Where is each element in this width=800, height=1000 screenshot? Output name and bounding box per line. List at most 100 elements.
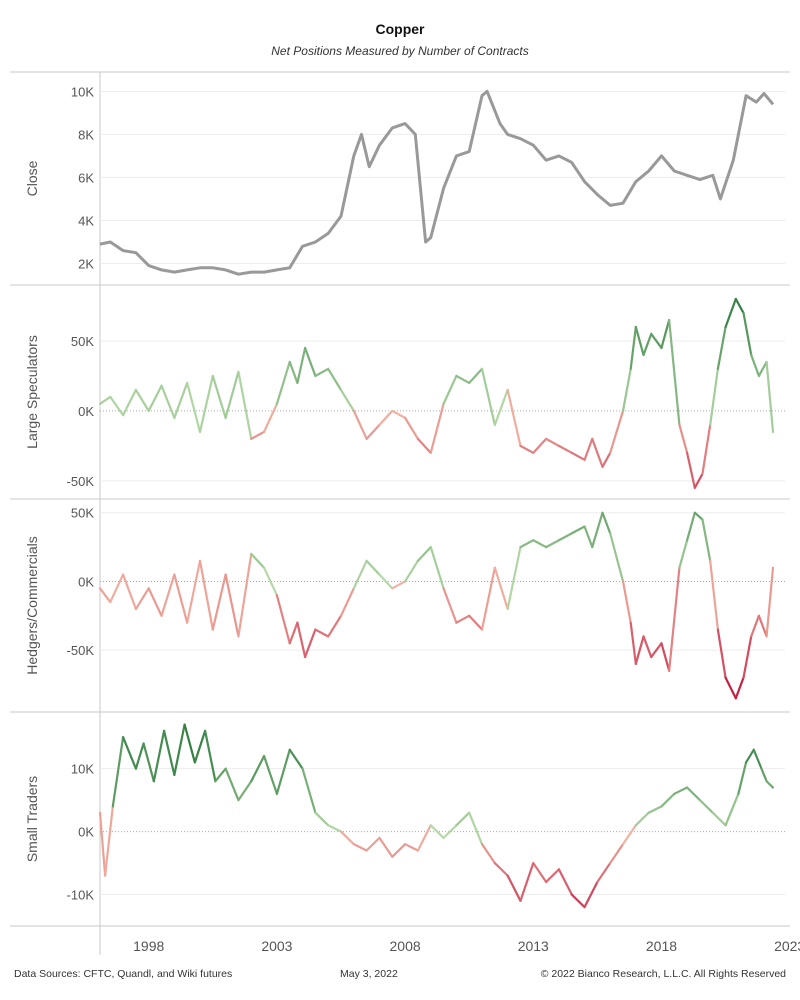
position-segment	[621, 367, 632, 412]
position-segment	[716, 628, 727, 679]
position-segment	[327, 367, 343, 392]
position-segment	[711, 811, 727, 827]
position-segment	[314, 811, 330, 827]
position-segment	[98, 587, 112, 604]
position-segment	[634, 811, 650, 827]
position-segment	[134, 742, 145, 770]
position-segment	[642, 332, 653, 357]
y-tick-label: -50K	[67, 643, 95, 658]
position-segment	[121, 388, 137, 417]
y-tick-label: 0K	[78, 574, 94, 589]
position-segment	[480, 367, 496, 426]
position-segment	[442, 824, 458, 839]
series-axis-title: Small Traders	[24, 776, 40, 862]
position-segment	[750, 353, 760, 378]
position-segment	[327, 824, 343, 833]
position-segment	[250, 552, 266, 569]
position-segment	[275, 360, 291, 405]
position-segment	[668, 566, 681, 672]
x-tick-label: 2003	[261, 938, 292, 954]
position-segment	[678, 539, 689, 569]
position-segment	[621, 580, 632, 624]
position-segment	[403, 843, 420, 852]
position-segment	[468, 614, 484, 631]
position-segment	[224, 370, 240, 419]
position-segment	[134, 388, 150, 412]
x-tick-label: 2013	[518, 938, 549, 954]
position-segment	[211, 573, 227, 631]
position-segment	[262, 754, 279, 795]
position-segment	[288, 621, 299, 645]
position-segment	[211, 374, 227, 419]
position-segment	[765, 566, 775, 638]
position-segment	[391, 843, 407, 858]
position-segment	[352, 843, 368, 852]
position-segment	[609, 843, 625, 865]
position-segment	[339, 830, 355, 846]
position-segment	[403, 559, 420, 583]
position-segment	[104, 805, 114, 877]
position-segment	[468, 811, 484, 846]
position-segment	[391, 580, 407, 590]
position-segment	[173, 381, 189, 419]
position-segment	[557, 868, 573, 896]
position-segment	[742, 635, 753, 679]
position-segment	[147, 587, 163, 617]
position-segment	[583, 437, 594, 461]
position-segment	[193, 729, 207, 764]
position-segment	[601, 511, 612, 535]
position-segment	[224, 767, 240, 802]
series-axis-title: Hedgers/Commercials	[24, 536, 40, 674]
position-segment	[493, 388, 509, 426]
position-segment	[327, 614, 343, 638]
position-segment	[134, 587, 150, 611]
position-segment	[493, 861, 509, 877]
position-segment	[186, 381, 202, 433]
position-segment	[198, 559, 214, 631]
position-segment	[429, 824, 445, 839]
position-segment	[198, 374, 214, 433]
position-segment	[757, 614, 768, 638]
y-tick-label: -10K	[67, 888, 95, 903]
position-segment	[296, 346, 307, 385]
position-segment	[109, 395, 125, 417]
position-segment	[519, 861, 535, 902]
position-segment	[742, 311, 753, 357]
position-segment	[378, 409, 394, 426]
y-tick-label: -50K	[67, 474, 95, 489]
data-sources-note: Data Sources: CFTC, Quandl, and Wiki fut…	[14, 968, 233, 980]
position-segment	[629, 621, 637, 666]
position-segment	[532, 437, 548, 454]
position-segment	[668, 318, 681, 426]
position-segment	[698, 799, 714, 814]
position-segment	[378, 836, 394, 858]
position-segment	[442, 587, 458, 624]
y-tick-label: 50K	[71, 506, 94, 521]
position-segment	[744, 748, 755, 764]
x-tick-label: 2023	[774, 938, 800, 954]
position-segment	[237, 370, 253, 440]
position-segment	[173, 573, 189, 624]
position-segment	[378, 573, 394, 590]
y-tick-label: 4K	[78, 213, 94, 228]
position-segment	[214, 767, 227, 783]
position-segment	[429, 402, 445, 454]
position-segment	[591, 511, 604, 549]
position-segment	[660, 792, 676, 808]
position-segment	[493, 566, 509, 611]
position-segment	[765, 780, 775, 789]
position-segment	[583, 880, 599, 909]
position-segment	[365, 559, 381, 576]
position-segment	[416, 437, 432, 454]
y-tick-label: 0K	[78, 404, 94, 419]
position-segment	[557, 532, 573, 542]
copyright-note: © 2022 Bianco Research, L.L.C. All Right…	[540, 968, 786, 980]
position-segment	[650, 642, 663, 659]
y-tick-label: 10K	[71, 762, 94, 777]
position-segment	[160, 384, 176, 419]
position-segment	[678, 423, 689, 454]
position-segment	[480, 843, 496, 865]
position-segment	[455, 811, 471, 827]
position-segment	[545, 437, 561, 447]
y-tick-label: 8K	[78, 127, 94, 142]
